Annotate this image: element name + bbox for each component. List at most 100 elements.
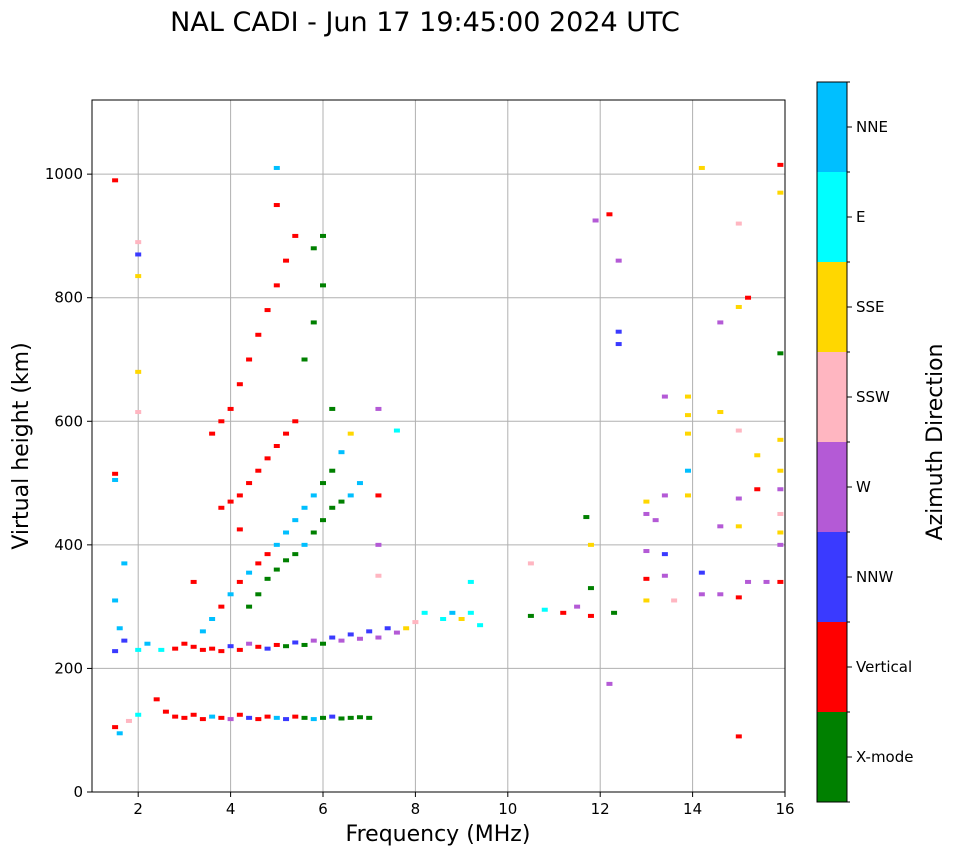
echo-point-x-mode (527, 613, 534, 618)
echo-point-x-mode (273, 567, 280, 572)
colorbar-segment-e (817, 172, 847, 262)
echo-point-w (661, 573, 668, 578)
echo-point-vertical (754, 487, 761, 492)
echo-point-nne (283, 530, 290, 535)
echo-point-w (574, 604, 581, 609)
echo-point-vertical (606, 212, 613, 217)
echo-point-sse (698, 165, 705, 170)
plot-frame (91, 99, 786, 793)
echo-point-vertical (112, 725, 119, 730)
echo-point-x-mode (310, 246, 317, 251)
echo-point-x-mode (777, 351, 784, 356)
echo-point-sse (643, 598, 650, 603)
echo-point-vertical (745, 295, 752, 300)
echo-point-vertical (777, 579, 784, 584)
echo-point-ssw (135, 240, 142, 245)
echo-point-x-mode (283, 558, 290, 563)
echo-point-vertical (199, 647, 206, 652)
echo-point-w (310, 638, 317, 643)
colorbar-label: X-mode (856, 748, 913, 766)
echo-point-nne (310, 493, 317, 498)
y-tick-label: 0 (73, 783, 83, 801)
colorbar-label: NNE (856, 118, 888, 136)
echo-point-sse (684, 431, 691, 436)
echo-point-sse (717, 410, 724, 415)
echo-point-vertical (153, 697, 160, 702)
echo-point-e (158, 647, 165, 652)
y-tick-label: 600 (54, 412, 83, 430)
echo-point-x-mode (310, 320, 317, 325)
echo-point-nne (144, 641, 151, 646)
colorbar-label: NNW (856, 568, 893, 586)
echo-point-w (777, 487, 784, 492)
echo-point-e (135, 647, 142, 652)
y-tick-label: 800 (54, 289, 83, 307)
echo-point-vertical (375, 493, 382, 498)
echo-point-x-mode (583, 515, 590, 520)
echo-point-x-mode (329, 406, 336, 411)
echo-point-vertical (227, 406, 234, 411)
echo-point-vertical (292, 419, 299, 424)
echo-point-x-mode (320, 518, 326, 523)
echo-points (112, 162, 784, 739)
echo-point-nnw (384, 626, 391, 631)
x-axis-title: Frequency (MHz) (346, 822, 531, 847)
colorbar-frame (816, 81, 848, 803)
echo-point-nne (338, 450, 345, 455)
echo-point-vertical (264, 456, 271, 461)
echo-point-vertical (735, 734, 742, 739)
echo-point-sse (135, 274, 142, 279)
echo-point-x-mode (320, 233, 326, 238)
echo-point-x-mode (366, 715, 373, 720)
echo-point-w (643, 511, 650, 516)
echo-point-w (375, 635, 382, 640)
x-axis-ticks: 2 4 6 8 10 12 14 16 (133, 792, 795, 818)
echo-point-w (338, 638, 345, 643)
echo-point-nne (209, 714, 216, 719)
echo-point-x-mode (246, 604, 253, 609)
colorbar-label: E (856, 208, 865, 226)
echo-point-sse (777, 437, 784, 442)
echo-point-vertical (273, 283, 280, 288)
echo-point-x-mode (338, 716, 345, 721)
echo-point-sse (403, 626, 410, 631)
echo-point-nne (246, 570, 253, 575)
echo-point-x-mode (264, 576, 271, 581)
echo-point-vertical (777, 162, 784, 167)
echo-point-nne (227, 592, 234, 597)
echo-point-nnw (615, 329, 622, 334)
echo-point-e (477, 623, 484, 628)
echo-point-w (375, 406, 382, 411)
echo-point-nne (116, 731, 123, 736)
echo-point-x-mode (347, 715, 354, 720)
echo-point-vertical (246, 357, 253, 362)
echo-point-nnw (661, 552, 668, 557)
echo-point-vertical (255, 644, 262, 649)
echo-point-sse (684, 493, 691, 498)
echo-point-vertical (255, 717, 262, 722)
echo-point-vertical (190, 712, 197, 717)
echo-point-x-mode (310, 530, 317, 535)
echo-point-nne (121, 561, 128, 566)
echo-point-vertical (236, 712, 243, 717)
x-tick-label: 16 (775, 800, 794, 818)
echo-point-nne (112, 598, 119, 603)
echo-point-vertical (112, 471, 119, 476)
echo-point-vertical (283, 431, 290, 436)
echo-point-x-mode (255, 592, 262, 597)
echo-point-vertical (273, 642, 280, 647)
echo-point-sse (458, 617, 465, 621)
echo-point-vertical (199, 717, 206, 722)
colorbar-segment-vertical (817, 622, 847, 712)
echo-point-x-mode (292, 552, 299, 557)
colorbar-label: W (856, 478, 871, 496)
echo-point-ssw (375, 573, 382, 578)
echo-point-x-mode (301, 715, 308, 720)
echo-point-vertical (162, 709, 169, 714)
echo-point-vertical (227, 499, 234, 504)
echo-point-w (643, 549, 650, 554)
y-tick-label: 400 (54, 536, 83, 554)
echo-point-nne (273, 542, 280, 547)
colorbar-segment-nnw (817, 532, 847, 622)
